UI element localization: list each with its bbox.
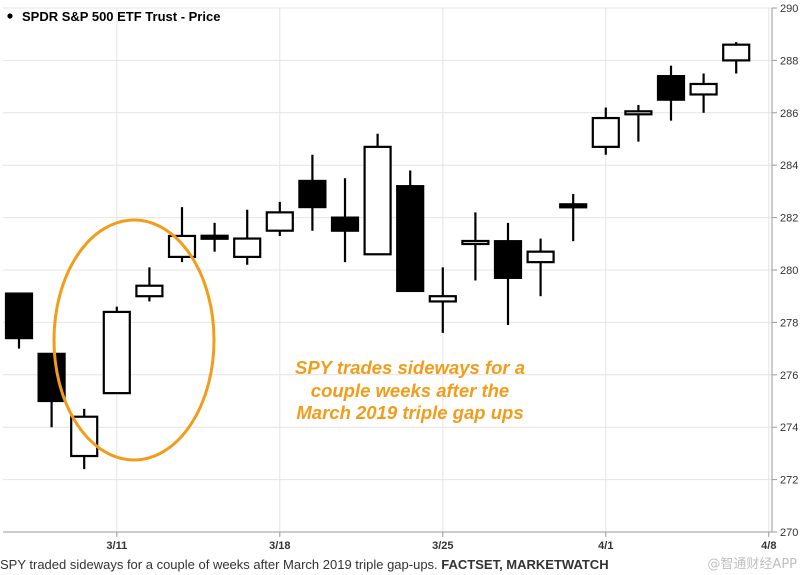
candle (363, 133, 392, 256)
y-tick-label: 290 (780, 3, 798, 15)
y-tick-label: 274 (780, 422, 798, 434)
candle-body-bullish (233, 237, 262, 258)
candle-body-bearish (37, 352, 66, 403)
candle-body-bullish (102, 310, 131, 395)
candle-body-bearish (559, 203, 588, 209)
candle (135, 267, 164, 302)
candle-body-bearish (396, 185, 425, 293)
x-tick-label: 4/8 (761, 540, 776, 552)
candle-body-bearish (493, 240, 523, 279)
candle-body-bullish (526, 250, 555, 264)
candle-body-bullish (265, 211, 294, 232)
candle (102, 306, 131, 395)
candle (461, 212, 490, 281)
x-axis-ticks: 3/11 3/18 3/25 4/1 4/8 (106, 532, 776, 552)
candle (722, 42, 751, 74)
annotation-line: March 2019 triple gap ups (296, 402, 523, 423)
caption-source: FACTSET, MARKETWATCH (441, 557, 609, 572)
candle-body-bullish (363, 145, 392, 256)
candle (4, 292, 34, 349)
watermark: @智通财经APP (707, 557, 797, 572)
candle (298, 154, 327, 231)
y-tick-label: 272 (780, 475, 798, 487)
annotation-line: SPY trades sideways for a (295, 357, 525, 378)
x-tick-label: 3/25 (432, 540, 453, 552)
candle (70, 408, 99, 470)
title-bullet-icon (7, 13, 13, 19)
x-tick-label: 4/1 (598, 540, 613, 552)
candle-body-bearish (656, 75, 686, 101)
y-axis-ticks: 270 272 274 276 278 280 282 284 286 288 290 (772, 3, 798, 539)
y-tick-label: 280 (780, 265, 798, 277)
candle (493, 222, 523, 326)
candle-body-bearish (4, 292, 34, 340)
candle (396, 170, 425, 293)
candle-body-bullish (722, 43, 751, 62)
highlight-ellipse (52, 218, 216, 462)
caption-text: SPY traded sideways for a couple of week… (0, 557, 442, 572)
candle (559, 194, 588, 242)
candle-body-bullish (461, 239, 490, 246)
candle (656, 65, 686, 121)
grid-lines (3, 7, 772, 533)
candles (4, 42, 751, 470)
y-tick-label: 286 (780, 108, 798, 120)
candle (624, 104, 653, 142)
candle-body-bullish (624, 110, 653, 116)
y-tick-label: 270 (780, 527, 798, 539)
candle-body-bearish (298, 179, 327, 209)
chart-title-group: SPDR S&P 500 ETF Trust - Price (7, 9, 220, 24)
candle (37, 352, 66, 428)
candle (689, 73, 718, 113)
y-tick-label: 288 (780, 55, 798, 67)
candle (200, 222, 229, 252)
x-tick-label: 3/11 (106, 540, 127, 552)
candle (591, 107, 620, 155)
candle (526, 238, 555, 297)
candle-body-bearish (200, 234, 229, 240)
candle (265, 201, 294, 236)
y-tick-label: 276 (780, 370, 798, 382)
candle-body-bullish (428, 295, 457, 303)
y-tick-label: 284 (780, 160, 798, 172)
candle-body-bullish (591, 116, 620, 148)
candle (233, 209, 262, 265)
caption: SPY traded sideways for a couple of week… (0, 555, 803, 575)
candle (330, 178, 360, 263)
annotation-line: couple weeks after the (311, 380, 509, 401)
candle-body-bearish (330, 216, 360, 232)
candle (428, 267, 457, 333)
x-tick-label: 3/18 (269, 540, 290, 552)
candle-body-bullish (689, 82, 718, 96)
y-tick-label: 278 (780, 317, 798, 329)
chart-title: SPDR S&P 500 ETF Trust - Price (22, 9, 220, 24)
y-tick-label: 282 (780, 213, 798, 225)
candle-body-bullish (135, 284, 164, 298)
